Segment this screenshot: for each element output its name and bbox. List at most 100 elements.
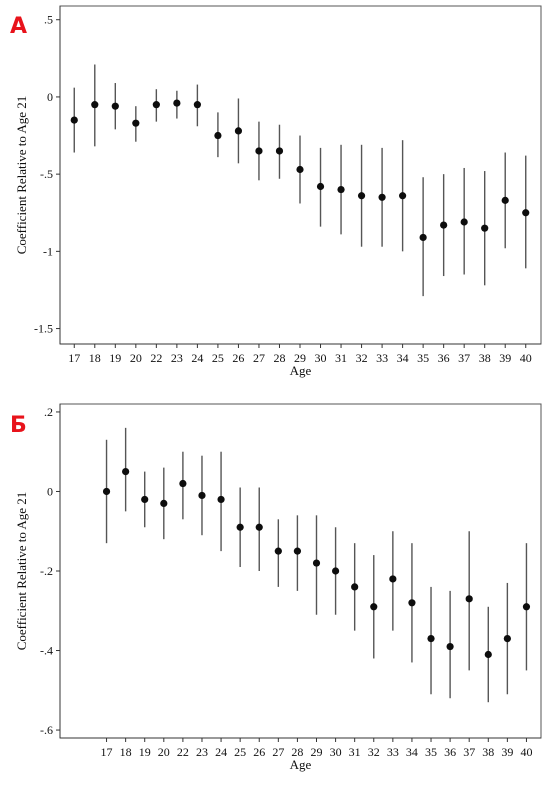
point-age-32 [370, 603, 378, 611]
y-tick-label: -.4 [40, 644, 53, 658]
point-age-40 [522, 603, 531, 611]
x-tick-label: 34 [406, 745, 418, 759]
point-age-17 [102, 487, 111, 496]
point-age-34 [408, 599, 416, 607]
point-age-26 [255, 523, 263, 531]
point-age-33 [378, 193, 386, 201]
point-age-27 [274, 547, 282, 555]
point-age-26 [234, 127, 243, 135]
point-age-39 [503, 634, 511, 643]
point-age-29 [312, 559, 321, 567]
point-age-23 [173, 99, 181, 107]
point-age-19 [141, 495, 149, 504]
x-tick-label: 28 [291, 745, 303, 759]
x-tick-label: 17 [68, 351, 80, 365]
y-tick-label: -.2 [40, 564, 53, 578]
x-tick-label: 33 [387, 745, 399, 759]
point-age-37 [465, 595, 473, 603]
chart-panel-2: Б .2 0 -.2 -.4 -.6 17 18 19 20 22 23 24 25 26 27 28 29 30 3… [10, 403, 542, 772]
y-axis-title: Coefficient Relative to Age 21 [14, 96, 29, 255]
point-age-20 [132, 119, 140, 127]
point-age-22 [152, 101, 160, 109]
point-age-37 [460, 218, 468, 226]
x-tick-label: 29 [294, 351, 306, 365]
point-age-36 [446, 642, 454, 651]
y-tick-label: .5 [44, 13, 53, 27]
x-tick-label: 30 [330, 745, 342, 759]
y-tick-label: .2 [44, 405, 53, 419]
x-tick-label: 34 [397, 351, 409, 365]
y-tick-label: -.6 [40, 723, 53, 737]
x-tick-label: 37 [463, 745, 475, 759]
point-age-24 [193, 101, 201, 109]
x-tick-label: 18 [89, 351, 101, 365]
x-tick-label: 30 [315, 351, 327, 365]
x-tick-label: 40 [520, 351, 532, 365]
x-tick-label: 27 [272, 745, 284, 759]
x-tick-label: 25 [234, 745, 246, 759]
y-tick-label: -1 [43, 244, 53, 258]
x-tick-label: 23 [171, 351, 183, 365]
point-age-28 [293, 547, 302, 555]
x-tick-label: 40 [520, 745, 532, 759]
x-tick-label: 27 [253, 351, 265, 365]
point-age-40 [522, 209, 530, 217]
x-tick-label: 38 [482, 745, 494, 759]
y-axis-title: Coefficient Relative to Age 21 [14, 492, 29, 651]
point-age-28 [275, 147, 284, 155]
panel-label: Б [10, 413, 27, 438]
x-tick-label: 31 [349, 745, 361, 759]
y-tick-label: 0 [47, 484, 53, 498]
point-age-35 [419, 233, 427, 242]
point-age-30 [316, 182, 325, 191]
point-age-38 [484, 650, 492, 659]
y-tick-label: -1.5 [34, 322, 53, 336]
x-tick-label: 35 [425, 745, 437, 759]
point-age-17 [70, 116, 78, 124]
x-tick-label: 18 [120, 745, 132, 759]
point-age-32 [357, 192, 366, 200]
x-tick-label: 24 [191, 351, 203, 365]
point-age-25 [236, 523, 244, 531]
x-tick-label: 19 [139, 745, 151, 759]
point-age-19 [111, 102, 119, 110]
point-age-31 [351, 583, 359, 591]
x-tick-label: 37 [458, 351, 470, 365]
x-axis-title: Age [290, 757, 312, 772]
point-age-18 [122, 467, 130, 476]
x-tick-label: 24 [215, 745, 227, 759]
chart-panel-1: А .5 0 -.5 -1 -1.5 17 18 19 20 22 23 24 25 26 27 28 29 30 3… [10, 5, 542, 378]
x-tick-label: 36 [438, 351, 450, 365]
x-tick-label: 32 [368, 745, 380, 759]
x-tick-label: 38 [479, 351, 491, 365]
x-tick-label: 29 [311, 745, 323, 759]
x-axis-title: Age [290, 363, 312, 378]
point-age-29 [296, 165, 304, 174]
x-tick-label: 32 [356, 351, 368, 365]
point-age-35 [427, 634, 435, 643]
x-tick-label: 22 [177, 745, 189, 759]
x-tick-label: 28 [273, 351, 285, 365]
point-age-31 [337, 185, 345, 194]
point-age-20 [160, 499, 168, 508]
point-age-23 [198, 491, 206, 500]
x-tick-label: 33 [376, 351, 388, 365]
x-tick-label: 31 [335, 351, 347, 365]
x-tick-label: 26 [253, 745, 265, 759]
point-age-25 [214, 131, 222, 140]
x-tick-label: 36 [444, 745, 456, 759]
x-tick-label: 26 [232, 351, 244, 365]
point-age-38 [481, 224, 489, 232]
x-tick-label: 25 [212, 351, 224, 365]
point-age-33 [389, 575, 397, 583]
y-tick-label: -.5 [40, 167, 53, 181]
x-tick-label: 20 [130, 351, 142, 365]
y-tick-label: 0 [47, 90, 53, 104]
point-age-24 [217, 495, 225, 504]
x-tick-label: 39 [499, 351, 511, 365]
panel-label: А [10, 14, 27, 39]
x-tick-label: 22 [150, 351, 162, 365]
x-tick-label: 35 [417, 351, 429, 365]
x-tick-label: 17 [101, 745, 113, 759]
